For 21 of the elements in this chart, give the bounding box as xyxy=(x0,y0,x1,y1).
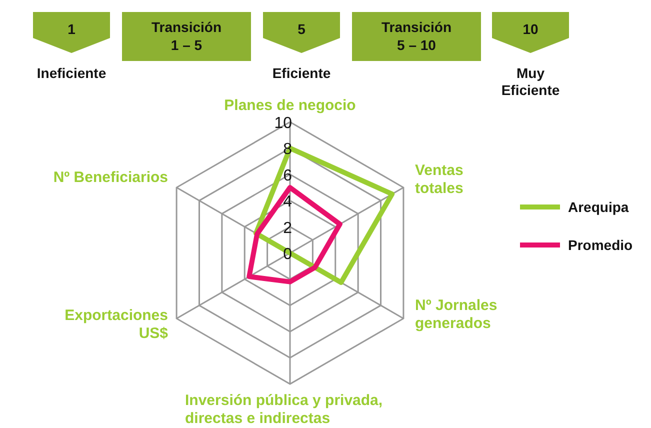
spoke-label: Nº Jornales generados xyxy=(415,297,498,332)
text: Transición 5 – 10 xyxy=(381,19,452,53)
spoke-label: Inversión pública y privada, directas e indirectas xyxy=(185,392,383,427)
y-tick-label: 2 xyxy=(283,220,292,237)
spoke-label: Planes de negocio xyxy=(224,97,356,114)
y-tick-label: 6 xyxy=(283,167,292,184)
text: 10 xyxy=(522,21,538,37)
y-tick-label: 0 xyxy=(283,246,292,263)
legend-label: Arequipa xyxy=(568,199,629,215)
text: Muy Eficiente xyxy=(501,65,560,98)
legend-label: Promedio xyxy=(568,237,633,253)
y-tick-label: 10 xyxy=(274,115,292,132)
text: Ineficiente xyxy=(36,65,106,81)
text: 5 xyxy=(298,21,306,37)
y-tick-label: 4 xyxy=(283,194,292,211)
spoke-label: Exportaciones US$ xyxy=(64,307,169,342)
spoke-label: Nº Beneficiarios xyxy=(53,169,168,186)
text: Eficiente xyxy=(272,65,331,81)
text: Transición 1 – 5 xyxy=(151,19,222,53)
text: 1 xyxy=(68,21,76,37)
spoke-label: Ventas totales xyxy=(415,162,464,197)
